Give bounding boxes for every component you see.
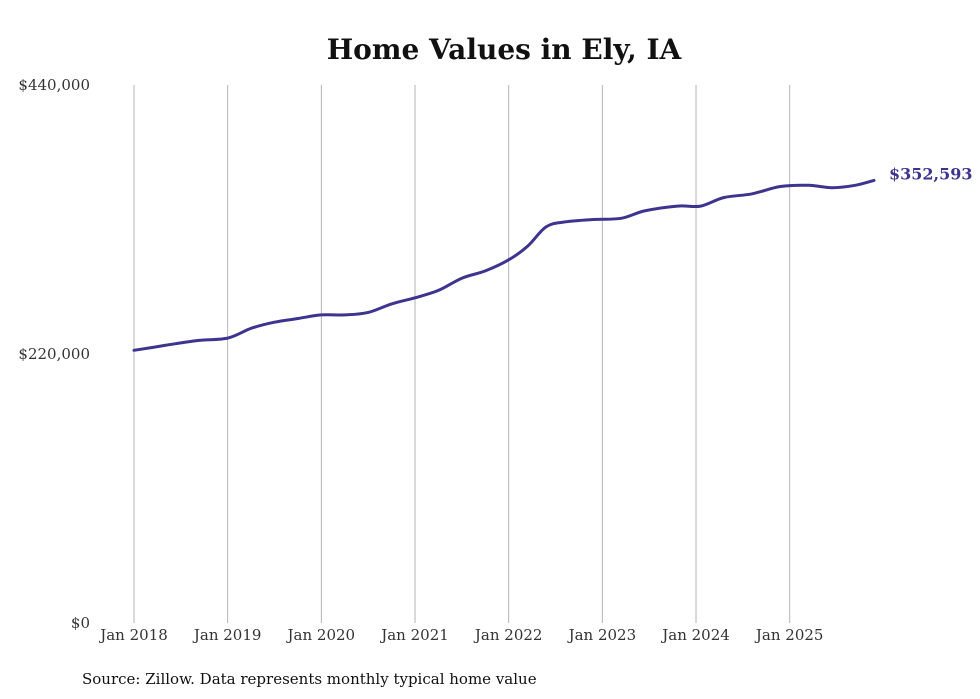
latest-value-label: $352,593	[889, 164, 973, 183]
y-axis-tick-labels: $0 $220,000 $440,000	[18, 76, 90, 632]
y-tick-label: $0	[71, 614, 90, 632]
x-tick-label: Jan 2020	[286, 626, 356, 644]
y-tick-label: $440,000	[18, 76, 90, 94]
source-note: Source: Zillow. Data represents monthly …	[82, 670, 537, 688]
x-tick-label: Jan 2025	[754, 626, 824, 644]
home-value-line	[132, 178, 876, 352]
x-tick-label: Jan 2024	[660, 626, 730, 644]
x-tick-label: Jan 2018	[98, 626, 168, 644]
vertical-gridlines	[133, 85, 791, 623]
chart-title: Home Values in Ely, IA	[327, 33, 683, 66]
x-tick-label: Jan 2022	[473, 626, 543, 644]
y-tick-label: $220,000	[18, 345, 90, 363]
x-tick-label: Jan 2021	[379, 626, 449, 644]
x-tick-label: Jan 2023	[567, 626, 637, 644]
x-tick-label: Jan 2019	[192, 626, 262, 644]
x-axis-tick-labels: Jan 2018 Jan 2019 Jan 2020 Jan 2021 Jan 2022…	[98, 626, 823, 644]
